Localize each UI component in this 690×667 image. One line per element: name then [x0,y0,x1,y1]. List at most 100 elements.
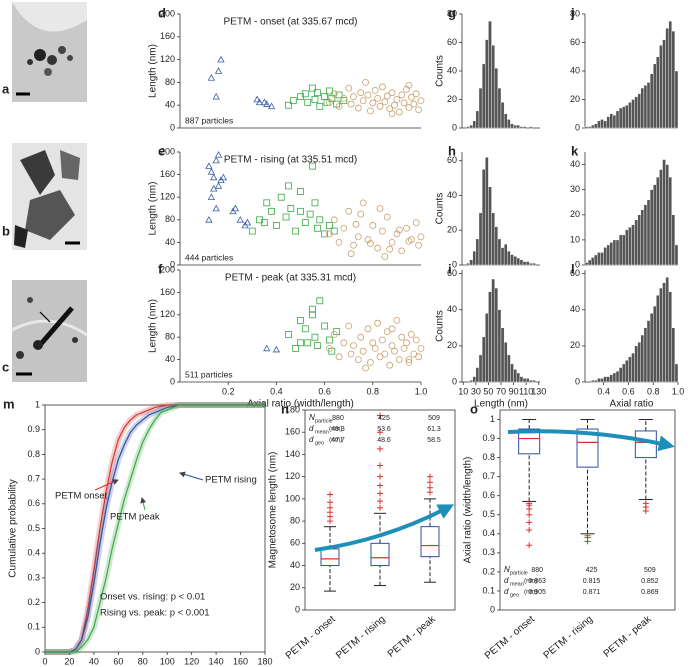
tem-image-a [12,2,87,102]
x-tick-label: 0.6 [622,386,635,396]
marker [398,247,406,255]
bar [618,107,623,129]
marker [330,216,338,224]
marker [263,100,271,107]
box [576,428,599,468]
x-tick-label: 20 [64,656,74,666]
y-tick-label: 200 [160,146,175,156]
y-tick-label: 20 [570,340,580,350]
panel-letter: o [470,401,478,416]
y-tick-label: 120 [160,309,175,319]
marker [405,104,413,111]
bar [597,252,601,266]
panel-letter: m [3,396,15,411]
outlier [377,445,383,452]
bar [507,354,511,383]
y-tick-label: 40 [570,65,580,75]
marker [403,339,410,347]
y-tick-label: 0 [575,122,580,132]
marker [395,226,403,234]
marker [393,96,401,103]
bar [612,239,617,266]
table-value: 880 [332,415,344,422]
bar [668,291,673,383]
bar [625,229,629,266]
marker [407,93,415,101]
marker [369,222,377,229]
marker [407,330,415,338]
bar [618,234,623,266]
outlier [377,473,383,480]
y-tick-label: 160 [160,169,175,179]
marker [326,222,333,229]
bar [668,176,673,266]
bar [469,124,473,129]
y-axis-label: Length (nm) [148,299,159,353]
bar [519,126,524,129]
marker [376,205,384,212]
particle-count: 887 particles [185,115,233,125]
marker [330,330,338,338]
bar [631,99,635,129]
marker [207,167,216,175]
marker [388,325,396,333]
marker [388,238,396,246]
outlier [377,482,383,489]
table-symbol: N [504,565,510,574]
marker [309,162,316,170]
marker [386,245,394,253]
marker [357,210,365,218]
panel-letter: i [448,261,452,276]
y-tick-label: 0 [575,259,580,269]
marker [345,207,353,215]
marker [272,222,280,229]
marker [364,325,372,333]
annotation-arrow [94,479,119,491]
y-tick-label: 60 [447,268,457,278]
marker [381,350,389,358]
bar [643,204,648,266]
x-tick-label: 30 [471,386,481,396]
marker [352,220,360,228]
outlier [526,519,533,526]
y-tick-label: 20 [447,340,457,350]
table-value: 0.905 [528,589,546,596]
y-tick-label: 0.3 [482,547,495,557]
table-unit: (nm) [329,437,342,444]
bar [510,123,514,129]
bar [622,363,626,383]
outlier [427,479,433,486]
bar [609,242,614,266]
marker [359,347,367,355]
marker [210,173,218,181]
marker [391,347,398,355]
bar [491,212,495,266]
x-tick-label: PETM - rising [334,614,387,661]
bar [513,124,517,129]
y-tick-label: 0.2 [27,597,40,607]
marker [335,238,343,246]
y-tick-label: 200 [160,264,175,274]
plot-frame [499,409,676,611]
bar [485,157,489,266]
marker [301,219,309,227]
table-value: 425 [378,415,390,422]
table-subscript: mean [510,581,524,587]
y-tick-label: 120 [160,192,175,202]
bar [497,238,502,266]
y-tick-label: 0 [452,376,457,386]
marker [267,102,276,110]
x-tick-label: 1.0 [415,386,428,396]
y-axis-label: Length (nm) [148,44,159,98]
marker [297,207,304,215]
x-tick-label: 0.4 [597,386,610,396]
bar [488,186,492,266]
y-axis-label: Magnetosome length (nm) [268,452,279,569]
bar [625,360,629,383]
bar [603,247,607,266]
marker [326,344,333,352]
annotation: PETM onset [55,491,108,502]
bar [625,104,629,129]
y-tick-label: 0.4 [482,528,495,538]
bar [503,243,508,266]
